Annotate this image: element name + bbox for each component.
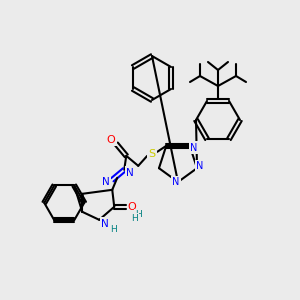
Text: H: H [110,225,117,234]
Text: H: H [131,214,138,223]
Text: H: H [135,210,142,219]
Text: N: N [172,177,180,187]
Text: O: O [128,202,136,212]
Text: N: N [196,161,204,171]
Text: N: N [101,219,109,229]
Text: S: S [149,149,156,159]
Text: N: N [102,177,110,187]
Text: O: O [107,135,116,145]
Text: N: N [126,168,134,178]
Text: N: N [190,143,197,153]
